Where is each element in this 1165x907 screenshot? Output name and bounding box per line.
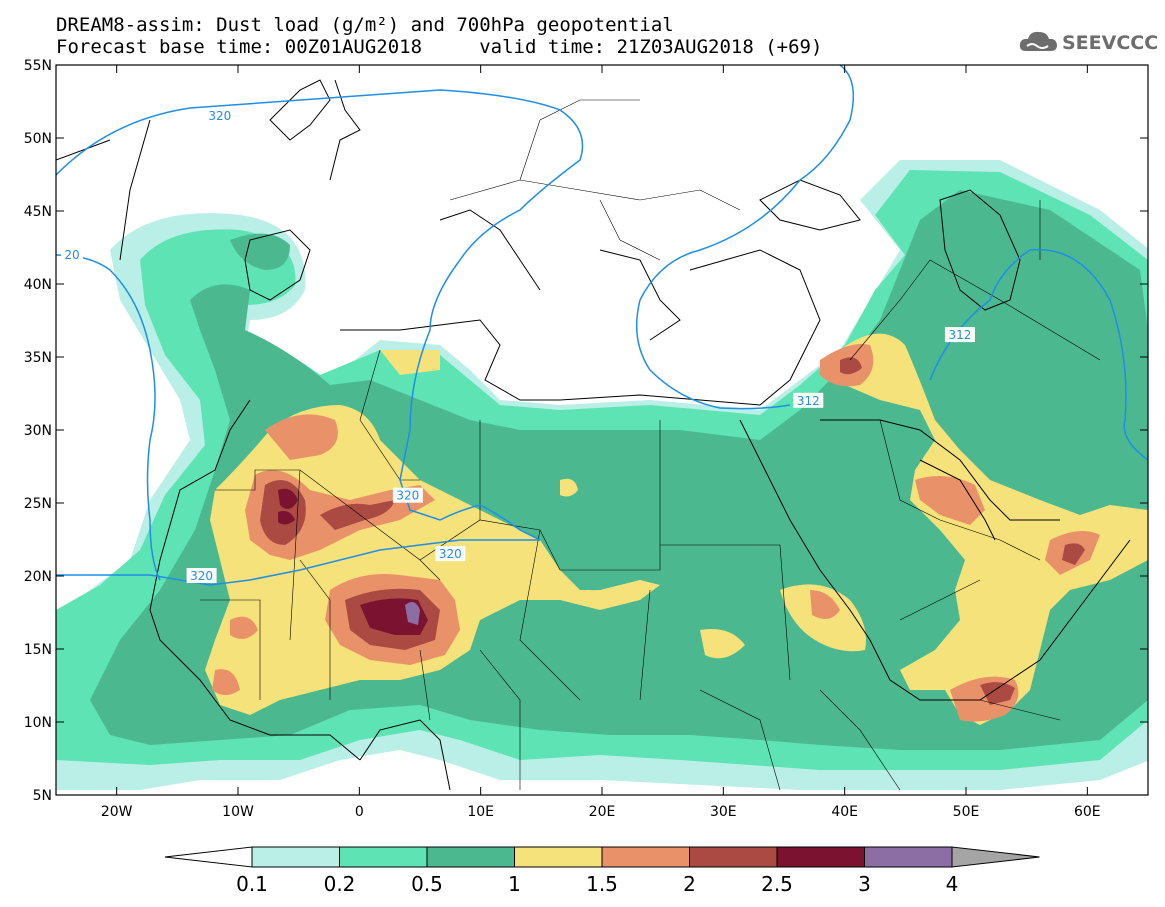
contour-label: 312 [793,392,824,408]
lat-label: 40N [24,277,52,293]
contour-label-text: 320 [439,547,462,561]
seevccc-logo: SEEVCCC [1019,31,1158,54]
geopotential-contours [56,65,1148,586]
lat-label: 50N [24,131,52,147]
coastlines [56,79,1131,791]
colorbar-label: 0.1 [236,872,268,896]
colorbar-label: 2 [683,872,696,896]
colorbar-label: 4 [946,872,959,896]
contour-label: 312 [944,327,975,343]
colorbar-label: 0.2 [324,872,356,896]
lat-label: 10N [24,715,52,731]
contour-label: 320 [204,108,235,124]
contour-label: 320 [186,568,217,583]
contour-label-text: 320 [396,489,419,503]
lon-label: 60E [1074,804,1101,820]
contour-label-text: 320 [190,569,213,583]
lat-label: 15N [24,642,52,658]
lon-label: 30E [710,804,737,820]
colorbar-label: 1 [508,872,521,896]
lon-label: 20E [589,804,616,820]
contour-label: 320 [435,546,466,562]
colorbar-segment [776,846,865,868]
contour-label-text: 312 [797,394,820,408]
contour-label-bg [435,546,466,562]
cloud-icon [1019,31,1057,51]
contour-label-bg [392,487,423,503]
colorbar-segment [426,846,515,868]
lon-label: 50E [953,804,980,820]
dust-band-3 [405,601,420,625]
contour-label: 320 [392,487,423,503]
colorbar-segment [514,846,603,868]
lon-label: 10E [467,804,494,820]
contour-label-bg [186,568,217,583]
map-title-line1: DREAM8-assim: Dust load (g/m²) and 700hP… [56,14,674,36]
country-borders [200,99,1101,791]
lat-label: 5N [33,788,52,804]
colorbar-segment [864,846,953,868]
longitude-labels: 20W 10W 0 10E 20E 30E 40E 50E 60E [101,804,1101,820]
lat-label: 20N [24,569,52,585]
lon-label: 20W [101,804,133,820]
lon-label: 40E [831,804,858,820]
colorbar: 0.1 0.2 0.5 1 1.5 2 2.5 3 4 [164,846,1040,896]
colorbar-label: 3 [858,872,871,896]
lat-label: 55N [24,58,52,74]
colorbar-segment [251,846,340,868]
latitude-labels: 55N 50N 45N 40N 35N 30N 25N 20N 15N 10N 5N [24,58,52,804]
contour-label-bg [204,108,235,124]
contour-label-bg [944,327,975,343]
lat-label: 30N [24,423,52,439]
contour-label-bg [61,246,83,262]
lat-label: 45N [24,204,52,220]
lat-label: 35N [24,350,52,366]
lat-label: 25N [24,496,52,512]
contour-label-text: 320 [208,109,231,123]
colorbar-labels: 0.1 0.2 0.5 1 1.5 2 2.5 3 4 [236,872,958,896]
lon-label: 0 [355,804,364,820]
lon-label: 10W [222,804,254,820]
contour-label-text: 20 [64,248,79,262]
colorbar-segments [251,846,1040,868]
map-title-line2: Forecast base time: 00Z01AUG2018 valid t… [56,36,823,58]
dust-field [56,65,1148,791]
axis-ticks [56,64,1148,796]
colorbar-segment [601,846,690,868]
colorbar-left-arrow [164,846,253,868]
colorbar-label: 0.5 [411,872,443,896]
colorbar-label: 1.5 [586,872,618,896]
colorbar-segment [339,846,428,868]
logo-text: SEEVCCC [1062,32,1158,54]
colorbar-label: 2.5 [761,872,793,896]
colorbar-right-arrow [951,846,1040,868]
colorbar-segment [689,846,778,868]
contour-label-text: 312 [948,328,971,342]
contour-label-bg [793,392,824,408]
contour-label: 20 [61,246,83,262]
contour-labels: 320 20 312 312 320 320 320 [61,108,975,583]
